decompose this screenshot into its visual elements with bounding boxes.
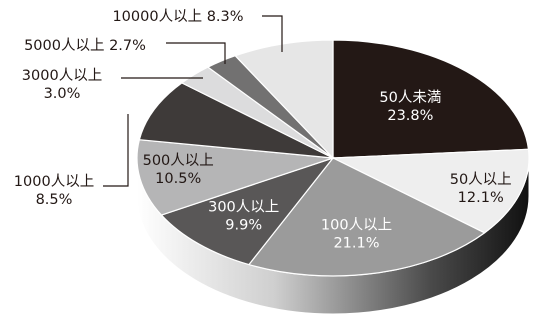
slice-label-5: 500人以上 xyxy=(143,152,214,169)
pie-top-face xyxy=(136,39,530,277)
pie-slice-5 xyxy=(136,139,334,216)
slice-label-6: 1000人以上 xyxy=(14,173,94,190)
slice-value-2: 12.1% xyxy=(458,190,504,206)
slice-labels: 50人未満 23.8% 50人以上 12.1% 100人以上 21.1% 300人以上 9.9… xyxy=(14,8,512,251)
slice-label-8: 5000人以上 2.7% xyxy=(24,37,146,54)
pie-slice-3 xyxy=(247,157,486,277)
slice-label-7: 3000人以上 xyxy=(22,67,102,84)
leader-line-8 xyxy=(166,42,226,64)
pie-slice-4 xyxy=(160,156,335,266)
leader-lines xyxy=(103,15,283,187)
slice-value-4: 9.9% xyxy=(225,217,262,233)
slice-value-7: 3.0% xyxy=(44,86,81,102)
pie-slice-2 xyxy=(332,148,530,234)
leader-line-6 xyxy=(103,114,129,187)
slice-label-2: 50人以上 xyxy=(450,171,512,188)
slice-value-5: 10.5% xyxy=(155,171,201,187)
slice-label-4: 300人以上 xyxy=(208,198,279,215)
leader-line-9 xyxy=(262,15,283,52)
slice-value-1: 23.8% xyxy=(387,108,433,124)
slice-label-1: 50人未満 xyxy=(379,89,441,106)
slice-label-9: 10000人以上 8.3% xyxy=(112,8,243,25)
slice-value-6: 8.5% xyxy=(36,192,73,208)
pie-slice-6 xyxy=(138,82,334,159)
slice-label-3: 100人以上 xyxy=(321,216,392,233)
pie-slice-1 xyxy=(332,39,530,159)
slice-value-3: 21.1% xyxy=(333,235,379,251)
